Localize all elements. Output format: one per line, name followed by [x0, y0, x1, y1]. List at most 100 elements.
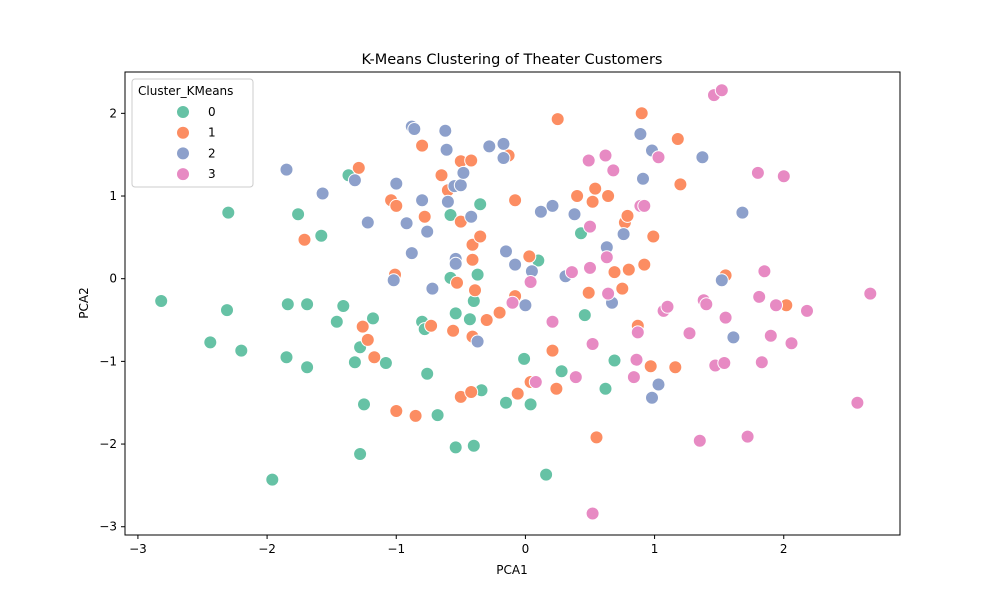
scatter-point-cluster-0 [473, 197, 488, 212]
scatter-point-cluster-1 [464, 153, 479, 168]
scatter-point-cluster-0 [329, 314, 344, 329]
scatter-point-cluster-1 [670, 132, 685, 146]
scatter-point-cluster-2 [508, 257, 523, 272]
scatter-point-cluster-1 [643, 359, 658, 374]
scatter-point-cluster-0 [462, 312, 477, 327]
scatter-point-cluster-2 [714, 273, 729, 288]
scatter-point-cluster-0 [523, 397, 538, 412]
scatter-point-cluster-1 [522, 249, 537, 264]
scatter-point-cluster-3 [545, 314, 560, 329]
scatter-point-cluster-1 [465, 252, 480, 267]
scatter-point-cluster-1 [446, 323, 461, 338]
scatter-point-cluster-0 [280, 297, 295, 312]
scatter-point-cluster-1 [389, 404, 404, 418]
scatter-point-cluster-0 [265, 472, 280, 487]
scatter-point-cluster-1 [297, 232, 312, 247]
x-tick-label: 0 [522, 542, 530, 556]
legend-label-cluster-0: 0 [208, 105, 216, 119]
scatter-point-cluster-2 [438, 123, 453, 138]
scatter-point-cluster-2 [448, 256, 463, 271]
scatter-point-cluster-2 [496, 136, 511, 151]
scatter-point-cluster-2 [735, 205, 750, 220]
scatter-point-cluster-2 [645, 390, 659, 405]
scatter-point-cluster-0 [220, 303, 234, 318]
scatter-point-cluster-3 [769, 298, 783, 313]
scatter-point-cluster-1 [615, 281, 630, 296]
scatter-point-cluster-1 [510, 386, 525, 401]
y-tick-label: 1 [109, 189, 117, 203]
scatter-point-cluster-2 [386, 273, 401, 288]
scatter-point-cluster-0 [353, 447, 368, 461]
scatter-point-cluster-3 [599, 250, 614, 265]
scatter-point-cluster-1 [417, 209, 432, 224]
scatter-point-cluster-2 [651, 377, 666, 392]
scatter-point-cluster-1 [637, 257, 652, 272]
scatter-point-cluster-3 [581, 153, 596, 168]
scatter-point-cluster-1 [367, 350, 382, 365]
scatter-point-cluster-0 [300, 360, 315, 375]
scatter-point-cluster-2 [453, 178, 468, 193]
scatter-point-cluster-0 [314, 228, 329, 243]
scatter-point-cluster-2 [440, 194, 455, 209]
scatter-point-cluster-0 [443, 208, 458, 222]
scatter-point-cluster-0 [366, 311, 380, 326]
scatter-point-cluster-1 [545, 343, 560, 358]
scatter-point-cluster-3 [660, 299, 675, 314]
scatter-point-cluster-0 [607, 353, 622, 368]
scatter-point-cluster-2 [315, 186, 330, 201]
y-tick-label: −2 [99, 437, 117, 451]
scatter-point-cluster-1 [621, 262, 636, 277]
legend-box [131, 78, 254, 188]
scatter-point-cluster-2 [456, 165, 471, 180]
scatter-point-cluster-3 [752, 289, 767, 304]
scatter-point-cluster-3 [699, 297, 714, 312]
scatter-point-cluster-1 [549, 381, 564, 396]
scatter-point-cluster-1 [668, 360, 683, 375]
scatter-point-cluster-3 [754, 355, 769, 370]
scatter-point-cluster-3 [800, 303, 814, 318]
scatter-point-cluster-2 [482, 139, 497, 154]
plot-area: −3 −2 −1 0 1 2 −3 −2 −1 0 1 2 [99, 71, 901, 556]
scatter-point-cluster-2 [545, 198, 560, 213]
scatter-point-cluster-1 [450, 275, 464, 290]
scatter-point-cluster-3 [718, 310, 733, 325]
scatter-point-cluster-0 [291, 207, 306, 222]
scatter-point-cluster-0 [466, 438, 481, 453]
scatter-point-cluster-0 [154, 294, 169, 308]
legend-marker-cluster-3 [176, 167, 190, 182]
scatter-point-cluster-0 [448, 440, 463, 455]
scatter-point-cluster-2 [439, 142, 454, 157]
scatter-point-cluster-2 [567, 207, 582, 222]
scatter-point-cluster-2 [425, 281, 440, 296]
scatter-point-cluster-1 [360, 332, 375, 347]
scatter-point-cluster-1 [464, 385, 479, 399]
scatter-point-cluster-3 [750, 165, 765, 180]
scatter-point-cluster-0 [470, 267, 485, 282]
scatter-point-cluster-3 [682, 326, 697, 341]
y-axis: −3 −2 −1 0 1 2 [99, 106, 125, 534]
scatter-point-cluster-0 [499, 395, 513, 410]
scatter-point-cluster-2 [389, 176, 404, 191]
scatter-point-cluster-2 [420, 224, 435, 239]
scatter-point-cluster-3 [528, 375, 543, 389]
scatter-point-cluster-2 [360, 215, 375, 230]
scatter-point-cluster-2 [499, 244, 513, 259]
scatter-point-cluster-0 [357, 397, 371, 412]
scatter-point-cluster-0 [448, 306, 463, 321]
scatter-point-cluster-0 [234, 343, 249, 358]
scatter-point-cluster-3 [757, 264, 772, 279]
scatter-point-cluster-2 [518, 298, 533, 313]
x-tick-label: 2 [780, 542, 788, 556]
scatter-point-cluster-2 [633, 127, 648, 141]
y-tick-label: 2 [109, 106, 117, 120]
scatter-point-cluster-1 [355, 319, 370, 334]
scatter-point-cluster-3 [776, 169, 791, 184]
scatter-point-cluster-1 [634, 106, 649, 121]
legend-label-cluster-3: 3 [208, 167, 216, 181]
scatter-point-cluster-1 [479, 313, 494, 327]
scatter-point-cluster-2 [616, 227, 631, 242]
legend-items: 0 1 2 3 [176, 105, 216, 182]
scatter-point-cluster-1 [588, 181, 603, 196]
scatter-point-cluster-3 [601, 286, 616, 301]
